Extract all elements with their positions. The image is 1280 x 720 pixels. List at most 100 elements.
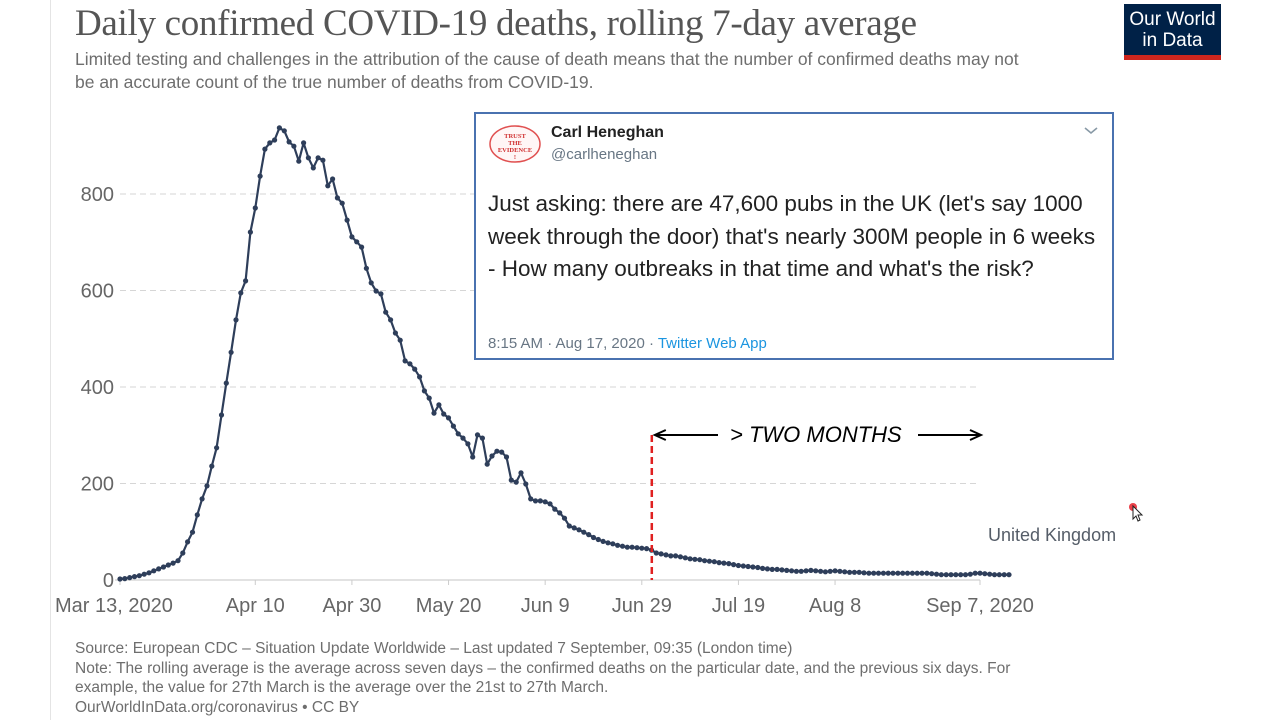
data-point [233,317,239,323]
data-point [895,570,901,576]
tweet-metadata: 8:15 AM · Aug 17, 2020 · Twitter Web App [488,335,767,352]
chevron-down-icon[interactable] [1082,122,1100,140]
data-point [639,545,645,551]
x-axis-ticks: Mar 13, 2020 Apr 10 Apr 30 May 20 Jun 9 Jun 2… [55,580,1034,617]
data-point [339,200,345,206]
tweet-body: Just asking: there are 47,600 pubs in th… [488,191,1096,281]
data-point [619,543,626,549]
data-point [1006,572,1012,578]
tweet-author-handle[interactable]: @carlheneghan [551,146,658,163]
tweet-source-link[interactable]: Twitter Web App [657,335,767,352]
data-point [243,278,249,284]
data-point [847,569,853,575]
data-point [484,461,490,467]
data-point [334,195,340,201]
data-point [880,570,887,576]
data-point [750,564,756,570]
data-point [731,562,737,568]
data-point [320,157,326,163]
data-point [866,570,872,576]
data-point [185,539,191,545]
right-arrow-head-icon [969,429,984,441]
data-point [513,479,519,485]
data-point [900,570,906,576]
data-point [987,571,993,577]
owid-logo[interactable]: Our World in Data [1124,4,1221,60]
data-point [291,143,297,149]
data-point [933,571,940,577]
chart-subtitle: Limited testing and challenges in the at… [75,49,1019,92]
x-tick-label-8: Sep 7, 2020 [926,595,1034,617]
x-tick-label-3: May 20 [416,595,482,617]
data-point [141,571,147,577]
data-point [436,402,442,408]
data-point [808,567,814,574]
data-point [127,575,133,581]
data-point [798,568,804,574]
data-point [924,570,930,576]
series-label-united-kingdom[interactable]: United Kingdom [988,525,1117,545]
data-point [417,374,423,380]
data-point [455,431,461,437]
data-point [557,510,563,516]
data-point [131,574,138,580]
two-months-annotation: > TWO MONTHS [730,422,902,447]
data-point [972,570,978,576]
license-link[interactable]: OurWorldInData.org/coronavirus • CC BY [75,698,360,716]
data-point [170,560,176,566]
data-point [581,529,587,535]
data-point [909,570,916,576]
data-point [716,560,722,566]
data-point [286,139,292,145]
data-point [590,534,597,541]
data-point [663,552,669,558]
data-point [117,576,123,582]
data-point [552,506,558,512]
data-point [803,568,809,574]
data-point [441,411,447,417]
data-point [644,546,650,552]
y-tick-label-200: 200 [81,474,114,496]
data-point [769,566,775,573]
data-point [281,128,287,134]
data-point [793,568,800,574]
data-point [359,244,365,250]
data-point [890,570,896,576]
mouse-pointer-icon [1129,503,1144,522]
data-point [325,183,331,189]
data-point [508,477,514,483]
rolling-average-note-line-2: example, the value for 27th March is the… [75,679,609,696]
x-tick-label-5: Jun 29 [612,595,672,617]
data-point [832,568,838,574]
data-point [875,570,882,576]
tweet-author-name[interactable]: Carl Heneghan [551,124,664,141]
data-point [194,512,200,518]
data-point [871,570,877,576]
y-tick-label-0: 0 [103,570,114,592]
tweet-timestamp[interactable]: 8:15 AM · Aug 17, 2020 · [488,335,658,352]
data-point [228,349,234,355]
data-point [310,165,316,171]
data-point [851,569,858,575]
data-point [378,291,384,297]
data-point [426,395,432,401]
data-point [624,544,630,550]
data-point [822,569,829,575]
data-point [368,280,374,286]
data-point [687,556,693,562]
svg-text:THE: THE [508,140,522,147]
data-point [948,572,954,578]
data-point [122,576,128,582]
data-point [272,137,278,143]
x-tick-label-4: Jun 9 [521,595,570,617]
data-point [774,566,780,573]
data-point [494,448,500,454]
x-tick-label-0: Mar 13, 2020 [55,595,173,617]
left-arrow-head-icon [652,429,667,441]
data-point [470,454,476,460]
data-point [827,568,833,574]
data-point [726,561,732,567]
data-point [223,380,229,386]
chart-footer: Source: European CDC – Situation Update … [75,639,1125,717]
svg-text:TRUST: TRUST [504,133,526,140]
